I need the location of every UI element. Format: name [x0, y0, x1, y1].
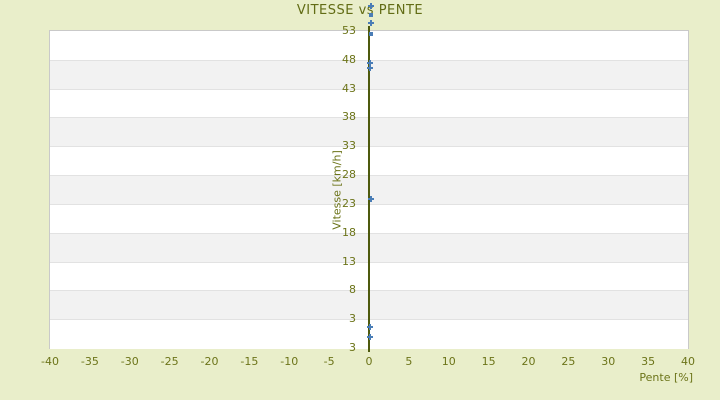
x-tick-label: -40	[41, 355, 59, 368]
y-tick-label: 8	[349, 283, 356, 297]
data-point-marker	[367, 334, 374, 341]
data-point-marker	[367, 59, 374, 66]
data-point-marker	[367, 324, 374, 331]
data-point-marker	[368, 195, 375, 202]
x-tick-label: 25	[561, 355, 576, 368]
y-tick-label: 18	[342, 225, 356, 239]
data-point-marker	[367, 3, 374, 10]
y-axis-title: Vitesse [km/h]	[330, 150, 344, 230]
zero-gridline	[368, 26, 370, 352]
y-tick-label: 33	[342, 139, 356, 153]
x-tick-label: 35	[641, 355, 656, 368]
x-tick-label: -5	[323, 355, 335, 368]
x-axis-title: Pente [%]	[639, 371, 693, 384]
x-tick-label: 10	[441, 355, 456, 368]
y-tick-label: 48	[342, 52, 356, 66]
y-tick-label: 28	[342, 168, 356, 182]
x-tick-label: -10	[280, 355, 299, 368]
y-tick-label: 43	[342, 81, 356, 95]
y-tick-label: 3	[349, 341, 356, 354]
y-tick-label: 38	[342, 110, 356, 124]
x-tick-label: 15	[481, 355, 496, 368]
y-tick-label: 53	[342, 24, 356, 37]
y-tick-label: 23	[342, 196, 356, 210]
x-tick-label: 30	[601, 355, 616, 368]
chart-title: VITESSE vs PENTE	[296, 3, 424, 18]
x-tick-label: -15	[240, 355, 259, 368]
y-tick-label: 13	[342, 254, 356, 268]
x-tick-label: 20	[521, 355, 536, 368]
x-tick-label: 40	[681, 355, 695, 368]
x-tick-label: -35	[80, 355, 99, 368]
x-tick-label: -30	[120, 355, 139, 368]
x-tick-label: -25	[160, 355, 179, 368]
data-point-marker	[367, 19, 374, 26]
data-point-marker	[369, 32, 374, 37]
data-point-marker	[367, 65, 374, 72]
x-tick-label: -20	[200, 355, 219, 368]
data-point-marker	[368, 12, 373, 17]
x-tick-label: 0	[365, 355, 373, 368]
x-tick-label: 5	[405, 355, 413, 368]
y-tick-label: 3	[349, 312, 356, 326]
